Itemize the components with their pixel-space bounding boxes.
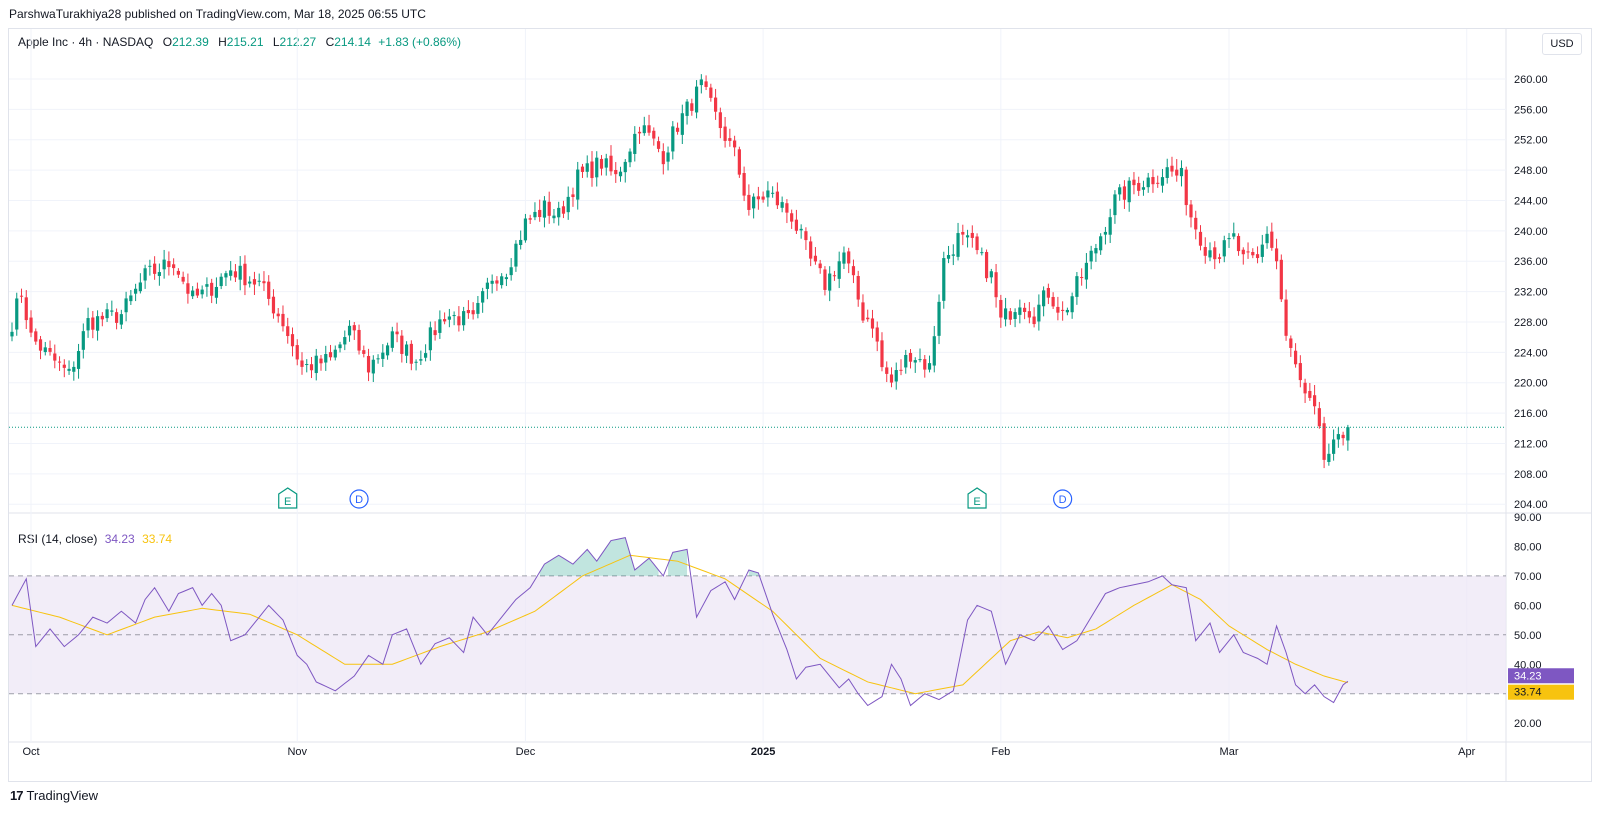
- high-value: 215.21: [226, 35, 264, 49]
- low-value: 212.27: [279, 35, 317, 49]
- close-value: 214.14: [334, 35, 371, 49]
- close-label: C: [325, 35, 335, 49]
- publisher-line: ParshwaTurakhiya28 published on TradingV…: [9, 7, 426, 21]
- rsi-ma-value: 33.74: [142, 532, 173, 546]
- currency-button[interactable]: USD: [1542, 33, 1582, 55]
- rsi-label[interactable]: RSI (14, close): [18, 532, 98, 546]
- tradingview-logo-text: TradingView: [26, 788, 99, 803]
- high-label: H: [218, 35, 227, 49]
- chart-frame: [8, 28, 1592, 782]
- tradingview-logo-icon: 17: [10, 788, 24, 803]
- rsi-value: 34.23: [104, 532, 135, 546]
- symbol-label[interactable]: Apple Inc · 4h · NASDAQ: [18, 35, 154, 49]
- low-label: L: [272, 35, 280, 49]
- price-legend: Apple Inc · 4h · NASDAQ O212.39 H215.21 …: [18, 35, 461, 49]
- open-value: 212.39: [172, 35, 209, 49]
- open-label: O: [162, 35, 173, 49]
- rsi-legend: RSI (14, close) 34.23 33.74: [18, 532, 172, 546]
- tradingview-logo[interactable]: 17 TradingView: [10, 788, 98, 803]
- change-value: +1.83 (+0.86%): [378, 35, 462, 49]
